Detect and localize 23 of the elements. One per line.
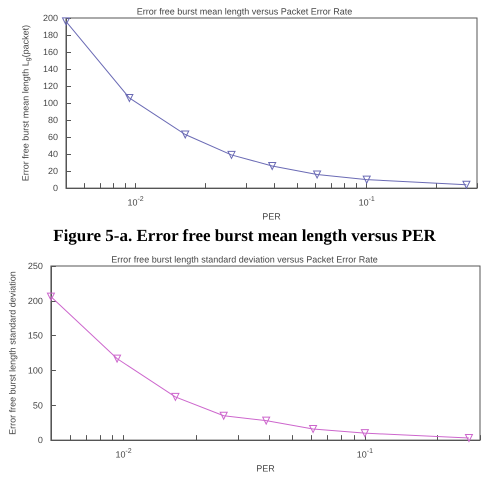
y-tick-label: 0 bbox=[52, 183, 58, 194]
y-tick-label: 100 bbox=[42, 98, 58, 108]
y-tick-label: 60 bbox=[48, 132, 58, 142]
caption: Figure 5-a. Error free burst mean length versus PER bbox=[52, 226, 437, 246]
x-axis-title: PER bbox=[256, 464, 276, 474]
y-tick-label: 140 bbox=[42, 64, 58, 74]
y-tick-label: 120 bbox=[42, 81, 58, 92]
y-axis-title: Error free burst length standard deviation bbox=[8, 271, 18, 435]
y-tick-label: 250 bbox=[28, 261, 43, 271]
y-tick-label: 150 bbox=[28, 330, 43, 341]
x-axis-title: PER bbox=[262, 212, 282, 222]
y-tick-label: 50 bbox=[32, 400, 43, 410]
y-tick-label: 160 bbox=[42, 47, 58, 58]
y-tick-label: 0 bbox=[38, 435, 43, 446]
y-tick-label: 80 bbox=[48, 115, 58, 126]
y-tick-label: 40 bbox=[48, 149, 58, 160]
chart-title: Error free burst mean length versus Packet Error Rate bbox=[136, 6, 352, 16]
y-tick-label: 100 bbox=[28, 365, 43, 376]
y-tick-label: 20 bbox=[48, 166, 58, 176]
y-tick-label: 180 bbox=[42, 30, 58, 40]
y-tick-label: 200 bbox=[42, 13, 58, 23]
chart-title: Error free burst length standard deviation versus Packet Error Rate bbox=[111, 254, 378, 264]
y-tick-label: 200 bbox=[28, 296, 43, 306]
